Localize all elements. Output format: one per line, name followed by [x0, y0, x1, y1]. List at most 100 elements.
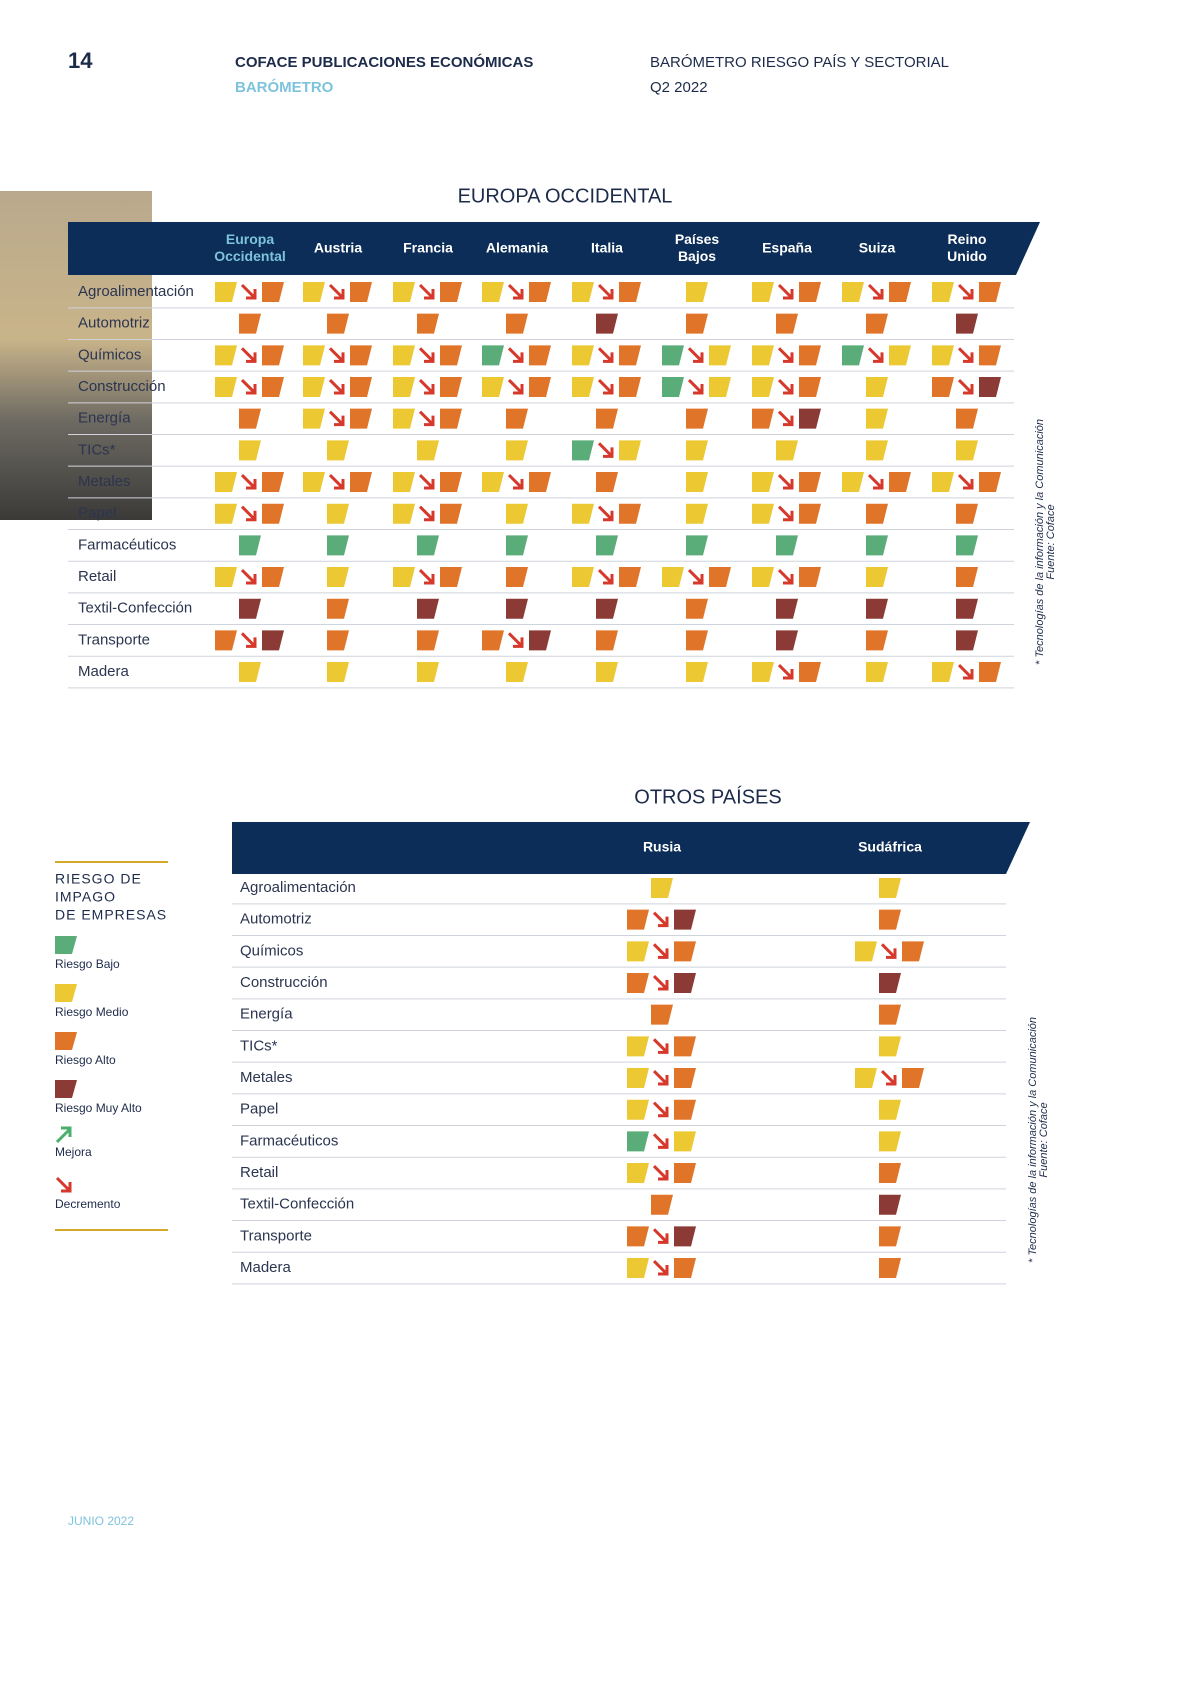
risk-marker — [932, 282, 954, 302]
risk-marker — [303, 472, 325, 493]
risk-marker — [686, 408, 708, 429]
trend-arrow — [507, 473, 524, 490]
row-label: Construcción — [78, 378, 166, 395]
risk-marker — [686, 313, 708, 334]
table-title: OTROS PAÍSES — [634, 785, 781, 808]
row-label: Madera — [78, 663, 130, 680]
source-note: * Tecnologías de la información y la Com… — [1034, 419, 1046, 665]
legend-label: Riesgo Medio — [55, 1005, 129, 1019]
risk-marker — [440, 567, 462, 588]
risk-marker — [866, 662, 888, 683]
trend-arrow — [240, 505, 257, 522]
trend-arrow — [240, 347, 257, 363]
risk-marker — [215, 377, 237, 398]
risk-marker — [239, 598, 261, 619]
risk-marker — [799, 408, 821, 429]
risk-marker — [686, 662, 708, 683]
trend-arrow — [652, 911, 669, 928]
risk-marker — [686, 472, 708, 493]
risk-marker — [262, 503, 284, 524]
legend-swatch — [55, 984, 77, 1002]
trend-arrow — [328, 283, 345, 300]
risk-marker — [879, 909, 901, 930]
trend-arrow — [652, 1259, 669, 1276]
trend-arrow — [597, 568, 614, 585]
risk-marker — [627, 1258, 649, 1279]
risk-marker — [674, 909, 696, 930]
risk-marker — [866, 630, 888, 651]
legend-title: DE EMPRESAS — [55, 907, 167, 923]
column-header: Rusia — [643, 839, 681, 855]
trend-arrow — [867, 347, 884, 363]
risk-marker — [327, 535, 349, 556]
trend-arrow — [880, 1069, 897, 1086]
risk-marker — [956, 567, 978, 588]
risk-marker — [879, 1194, 901, 1215]
trend-arrow — [507, 283, 524, 300]
trend-arrow — [687, 347, 704, 363]
risk-marker — [627, 909, 649, 930]
risk-marker — [879, 1258, 901, 1279]
column-header: Reino — [948, 231, 987, 247]
risk-marker — [956, 630, 978, 651]
column-header: Suiza — [859, 240, 896, 256]
risk-marker — [752, 282, 774, 302]
risk-marker — [596, 598, 618, 619]
risk-marker — [879, 878, 901, 898]
risk-marker — [799, 503, 821, 524]
risk-marker — [627, 973, 649, 994]
risk-marker — [262, 282, 284, 302]
column-header: Italia — [591, 240, 623, 256]
row-label: Construcción — [240, 974, 328, 991]
trend-arrow — [240, 283, 257, 300]
trend-arrow — [652, 1038, 669, 1054]
trend-arrow — [240, 378, 257, 395]
risk-marker — [866, 598, 888, 619]
trend-arrow — [652, 1101, 669, 1118]
trend-arrow — [597, 505, 614, 522]
footer: JUNIO 2022 — [68, 1514, 134, 1528]
trend-arrow — [777, 347, 794, 363]
row-label: Automotriz — [240, 911, 312, 928]
risk-marker — [686, 535, 708, 556]
risk-marker — [327, 567, 349, 588]
row-label: Agroalimentación — [240, 879, 356, 896]
risk-marker — [686, 440, 708, 461]
risk-marker — [482, 345, 504, 366]
risk-marker — [662, 377, 684, 398]
row-label: Metales — [78, 473, 131, 490]
table-header — [68, 222, 1040, 275]
trend-arrow — [597, 283, 614, 300]
risk-marker — [799, 377, 821, 398]
trend-arrow — [597, 347, 614, 363]
risk-marker — [506, 662, 528, 683]
trend-arrow — [328, 410, 345, 427]
column-header: Unido — [947, 248, 987, 264]
column-header: Europa — [226, 231, 274, 247]
risk-marker — [482, 630, 504, 651]
risk-marker — [239, 535, 261, 556]
period: Q2 2022 — [650, 79, 708, 96]
risk-marker — [215, 345, 237, 366]
risk-marker — [799, 472, 821, 493]
row-label: Energía — [240, 1006, 293, 1023]
trend-arrow — [777, 410, 794, 427]
risk-marker — [674, 973, 696, 994]
trend-arrow — [597, 378, 614, 395]
risk-marker — [262, 345, 284, 366]
column-header: Austria — [314, 240, 362, 256]
trend-arrow — [55, 1176, 72, 1193]
row-label: TICs* — [78, 441, 116, 458]
legend-label: Riesgo Bajo — [55, 957, 120, 971]
column-header: Sudáfrica — [858, 839, 922, 855]
risk-marker — [262, 377, 284, 398]
trend-arrow — [957, 378, 974, 395]
risk-marker — [529, 472, 551, 493]
row-label: Agroalimentación — [78, 283, 194, 300]
risk-marker — [842, 345, 864, 366]
risk-marker — [350, 408, 372, 429]
trend-arrow — [777, 283, 794, 300]
source-note: Fuente: Coface — [1038, 1102, 1050, 1177]
